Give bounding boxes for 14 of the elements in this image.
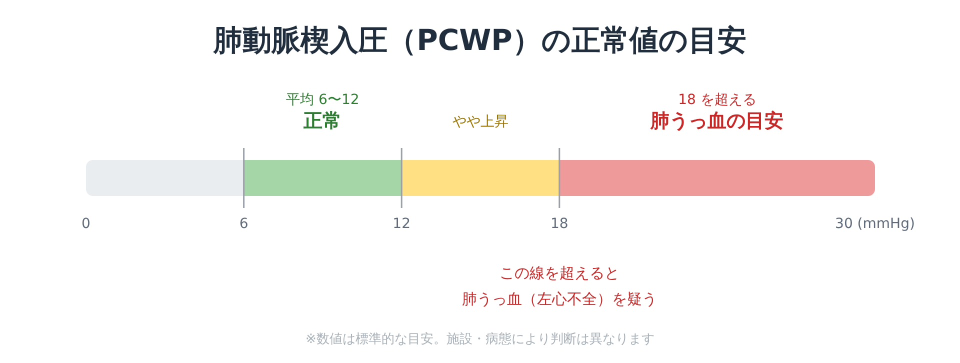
annotation: この線を超えると	[499, 264, 620, 282]
series-name: やや上昇	[452, 114, 508, 130]
series-name: 肺うっ血の目安	[650, 110, 784, 132]
xtick: 30 (mmHg)	[835, 216, 915, 232]
xtick: 18	[550, 216, 568, 232]
title: 肺動脈楔入圧（PCWP）の正常値の目安	[214, 23, 746, 57]
xtick: 6	[239, 216, 248, 232]
xtick: 0	[82, 216, 90, 232]
annotation: 肺うっ血（左心不全）を疑う	[462, 290, 657, 308]
xtick: 12	[392, 216, 411, 232]
annotation: 18 を超える	[678, 92, 756, 108]
annotation: 平均 6〜12	[286, 92, 360, 108]
series-name: 正常	[304, 110, 342, 132]
note: ※数値は標準的な目安。施設・病態により判断は異なります	[306, 332, 654, 347]
